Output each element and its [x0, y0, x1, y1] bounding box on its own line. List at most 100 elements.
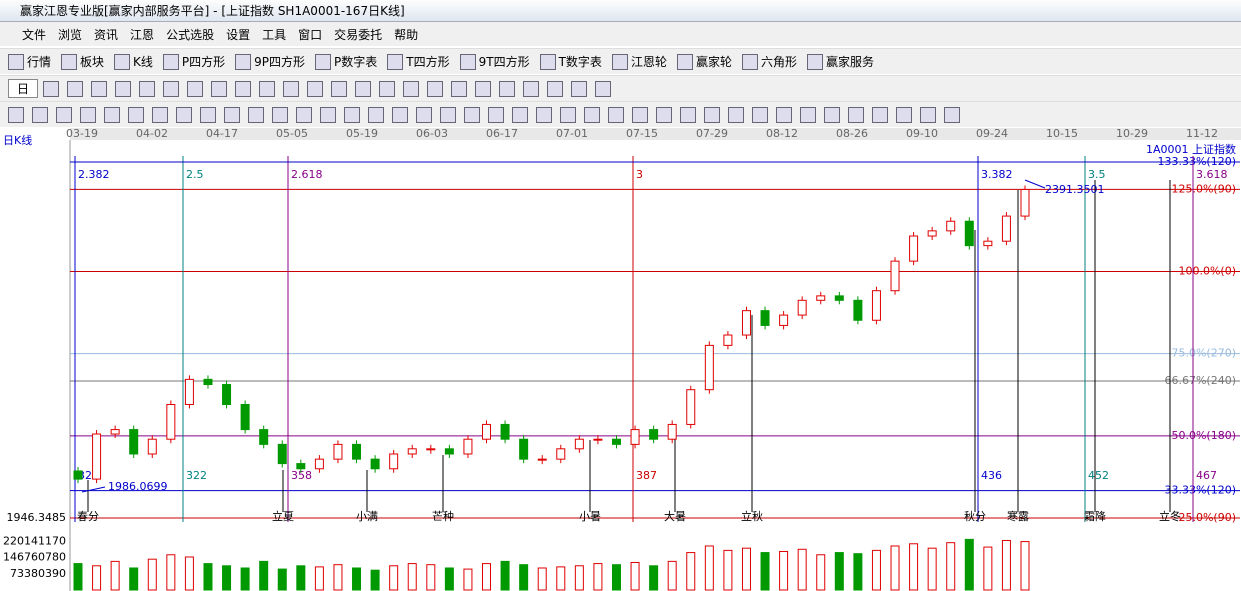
tool-icon[interactable] — [344, 106, 360, 123]
tool-icon[interactable] — [512, 106, 528, 123]
menu-item[interactable]: 资讯 — [94, 27, 119, 42]
volume-bar — [482, 563, 492, 591]
tool-icon[interactable] — [115, 80, 132, 97]
toolbar-button[interactable]: 9T四方形 — [459, 53, 530, 70]
term-label: 霜降 — [1084, 509, 1106, 523]
tool-icon[interactable] — [560, 106, 576, 123]
tool-icon[interactable] — [355, 80, 372, 97]
tool-icon[interactable] — [331, 80, 348, 97]
tool-icon[interactable] — [488, 106, 504, 123]
tool-icon[interactable] — [416, 106, 432, 123]
toolbar-button[interactable]: 六角形 — [741, 53, 797, 70]
toolbar-button[interactable]: K线 — [114, 53, 153, 70]
tool-icon[interactable] — [824, 106, 840, 123]
tool-icon[interactable] — [608, 106, 624, 123]
tool-icon[interactable] — [440, 106, 456, 123]
date-label: 11-12 — [1186, 128, 1218, 140]
tool-icon[interactable] — [259, 80, 276, 97]
tool-icon[interactable] — [464, 106, 480, 123]
tool-icon[interactable] — [848, 106, 864, 123]
tool-icon[interactable] — [523, 80, 540, 97]
tool-icon[interactable] — [704, 106, 720, 123]
tool-icon[interactable] — [392, 106, 408, 123]
toolbar-button[interactable]: P四方形 — [162, 53, 225, 70]
tool-icon[interactable] — [248, 106, 264, 123]
toolbar-button[interactable]: 9P四方形 — [235, 53, 305, 70]
tool-icon[interactable] — [680, 106, 696, 123]
icon — [8, 53, 24, 70]
tool-icon[interactable] — [475, 80, 492, 97]
tool-icon[interactable] — [296, 106, 312, 123]
tool-icon[interactable] — [128, 106, 144, 123]
period-select[interactable]: 日 — [8, 79, 39, 98]
menu-item[interactable]: 公式选股 — [166, 27, 215, 42]
toolbar-button[interactable]: 行情 — [8, 53, 51, 70]
tool-icon[interactable] — [379, 80, 396, 97]
menu-item[interactable]: 文件 — [22, 27, 47, 42]
toolbar-button[interactable]: 赢家服务 — [806, 53, 874, 70]
tool-icon[interactable] — [235, 80, 252, 97]
tool-icon[interactable] — [176, 106, 192, 123]
candle — [407, 448, 417, 455]
tool-icon[interactable] — [8, 106, 24, 123]
tool-icon[interactable] — [536, 106, 552, 123]
tool-icon[interactable] — [211, 80, 228, 97]
tool-icon[interactable] — [920, 106, 936, 123]
menu-item[interactable]: 窗口 — [298, 27, 323, 42]
menu-item[interactable]: 浏览 — [58, 27, 83, 42]
tool-icon[interactable] — [728, 106, 744, 123]
button-label: 9T四方形 — [478, 55, 530, 69]
tool-icon[interactable] — [451, 80, 468, 97]
menu-item[interactable]: 帮助 — [394, 27, 419, 42]
tool-icon[interactable] — [800, 106, 816, 123]
tool-icon[interactable] — [80, 106, 96, 123]
toolbar-button[interactable]: 赢家轮 — [676, 53, 732, 70]
tool-icon[interactable] — [320, 106, 336, 123]
tool-icon[interactable] — [163, 80, 180, 97]
tool-icon[interactable] — [91, 80, 108, 97]
tool-icon[interactable] — [272, 106, 288, 123]
toolbar-button[interactable]: 板块 — [61, 53, 104, 70]
button-label: 板块 — [80, 55, 105, 69]
tool-icon[interactable] — [56, 106, 72, 123]
tool-icon[interactable] — [200, 106, 216, 123]
tool-icon[interactable] — [632, 106, 648, 123]
toolbar-button[interactable]: T数字表 — [539, 53, 602, 70]
tool-icon[interactable] — [944, 106, 960, 123]
tool-icon[interactable] — [656, 106, 672, 123]
term-label: 立夏 — [272, 509, 294, 523]
tool-icon[interactable] — [104, 106, 120, 123]
tool-icon[interactable] — [43, 80, 60, 97]
menu-item[interactable]: 工具 — [262, 27, 287, 42]
toolbar-button[interactable]: P数字表 — [315, 53, 377, 70]
button-label: 六角形 — [760, 55, 797, 69]
candle — [741, 310, 751, 336]
tool-icon[interactable] — [571, 80, 588, 97]
tool-icon[interactable] — [283, 80, 300, 97]
volume-bar — [537, 567, 547, 591]
tool-icon[interactable] — [152, 106, 168, 123]
tool-icon[interactable] — [547, 80, 564, 97]
tool-icon[interactable] — [224, 106, 240, 123]
toolbar-button[interactable]: T四方形 — [387, 53, 450, 70]
tool-icon[interactable] — [896, 106, 912, 123]
tool-icon[interactable] — [595, 80, 612, 97]
toolbar-button[interactable]: 江恩轮 — [611, 53, 667, 70]
tool-icon[interactable] — [427, 80, 444, 97]
tool-icon[interactable] — [584, 106, 600, 123]
tool-icon[interactable] — [67, 80, 84, 97]
tool-icon[interactable] — [752, 106, 768, 123]
tool-icon[interactable] — [32, 106, 48, 123]
menu-item[interactable]: 江恩 — [130, 27, 155, 42]
tool-icon[interactable] — [139, 80, 156, 97]
tool-icon[interactable] — [872, 106, 888, 123]
tool-icon[interactable] — [307, 80, 324, 97]
tool-icon[interactable] — [368, 106, 384, 123]
menu-item[interactable]: 交易委托 — [334, 27, 383, 42]
tool-icon[interactable] — [403, 80, 420, 97]
tool-icon[interactable] — [187, 80, 204, 97]
volume-bar — [667, 560, 677, 591]
tool-icon[interactable] — [499, 80, 516, 97]
menu-item[interactable]: 设置 — [226, 27, 251, 42]
tool-icon[interactable] — [776, 106, 792, 123]
